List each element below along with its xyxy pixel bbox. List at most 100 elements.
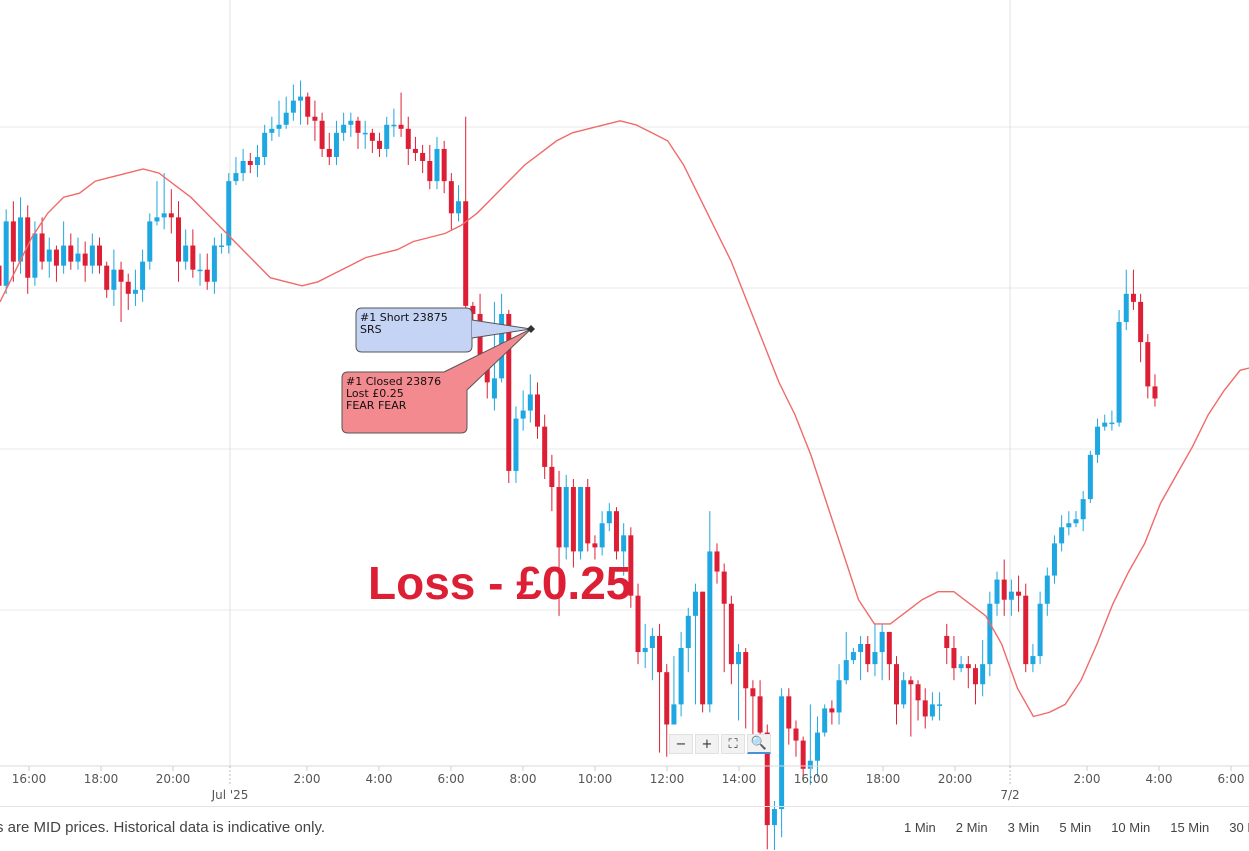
candle	[111, 249, 117, 306]
candle-body	[707, 551, 713, 705]
candle-body	[161, 213, 167, 218]
candle-body	[1016, 591, 1022, 596]
candle	[793, 720, 799, 757]
candle	[1023, 583, 1029, 673]
candle	[664, 664, 670, 757]
candle	[506, 309, 512, 483]
candle-body	[377, 140, 383, 149]
candle-body	[391, 124, 397, 127]
candle-body	[779, 696, 785, 810]
candle	[190, 229, 196, 278]
candle-body	[850, 652, 856, 661]
candle-body	[829, 708, 835, 713]
candle-body	[247, 161, 253, 166]
candle	[405, 116, 411, 166]
candle	[262, 124, 268, 166]
candle-body	[563, 487, 569, 548]
candle-body	[929, 704, 935, 717]
candle	[606, 503, 612, 532]
interval-option[interactable]: 1 Min	[904, 820, 936, 835]
candle	[1080, 491, 1086, 532]
candle-body	[298, 96, 304, 101]
candle-body	[1109, 422, 1115, 425]
candle-body	[355, 120, 361, 133]
candle	[542, 414, 548, 479]
zoom-reset-button[interactable]: 🔍	[747, 734, 771, 754]
candle	[68, 233, 74, 270]
fit-screen-button[interactable]: ⛶	[721, 734, 745, 754]
annotation-line: FEAR FEAR	[346, 399, 407, 412]
candle-body	[542, 426, 548, 467]
interval-option[interactable]: 30 Min	[1229, 820, 1249, 835]
candle	[1016, 575, 1022, 612]
candle	[1001, 559, 1007, 616]
price-disclaimer: s are MID prices. Historical data is ind…	[0, 819, 326, 836]
candle-body	[872, 652, 878, 665]
candle	[377, 132, 383, 157]
candle	[53, 245, 59, 282]
candle	[441, 140, 447, 194]
candle	[305, 92, 311, 125]
candle	[97, 237, 103, 274]
candle-body	[743, 652, 749, 689]
candle-body	[39, 233, 45, 262]
candle-body	[53, 249, 59, 266]
candle	[592, 535, 598, 560]
x-tick-label: 6:00	[1218, 772, 1245, 786]
candle	[965, 656, 971, 689]
candle	[865, 635, 871, 673]
candle	[269, 116, 275, 141]
candle	[937, 692, 943, 721]
candle-body	[1080, 499, 1086, 520]
candle-body	[18, 217, 24, 262]
candle-body	[757, 696, 763, 733]
candle-body	[1030, 656, 1036, 665]
candle-body	[606, 511, 612, 524]
candle	[434, 136, 440, 190]
candle-body	[441, 148, 447, 182]
candle-body	[980, 664, 986, 685]
candle	[283, 96, 289, 129]
candle	[362, 120, 368, 149]
candle-body	[326, 148, 332, 157]
candle-body	[427, 161, 433, 182]
candle-body	[384, 124, 390, 149]
candle-body	[649, 635, 655, 649]
candle	[879, 623, 885, 681]
candle	[1116, 309, 1122, 427]
candle-body	[506, 313, 512, 471]
candle-body	[879, 631, 885, 653]
candle	[613, 507, 619, 560]
candle	[1138, 293, 1144, 363]
candle	[341, 112, 347, 141]
x-tick-label: 16:00	[12, 772, 47, 786]
interval-option[interactable]: 10 Min	[1111, 820, 1151, 835]
trade-marker	[527, 325, 535, 333]
interval-option[interactable]: 15 Min	[1170, 820, 1210, 835]
candle-body	[807, 760, 813, 769]
x-tick-label: 4:00	[366, 772, 393, 786]
candle	[728, 595, 734, 685]
candle	[779, 688, 785, 838]
candle-body	[470, 305, 476, 314]
candle-body	[341, 124, 347, 133]
candle-body	[1095, 426, 1101, 455]
candle-body	[369, 132, 375, 141]
zoom-out-button[interactable]: −	[669, 734, 693, 754]
interval-option[interactable]: 2 Min	[955, 820, 988, 835]
candle	[463, 116, 469, 331]
zoom-controls: − + ⛶ 🔍	[669, 734, 771, 754]
candle	[815, 716, 821, 777]
zoom-in-button[interactable]: +	[695, 734, 719, 754]
candle-body	[549, 466, 555, 488]
candle	[908, 676, 914, 737]
candle	[549, 454, 555, 512]
candle-body	[154, 217, 160, 222]
candle-body	[204, 269, 210, 282]
interval-option[interactable]: 5 Min	[1059, 820, 1092, 835]
candle-body	[1116, 322, 1122, 423]
x-tick-label: 14:00	[722, 772, 757, 786]
interval-option[interactable]: 3 Min	[1007, 820, 1040, 835]
candle-body	[628, 535, 634, 596]
